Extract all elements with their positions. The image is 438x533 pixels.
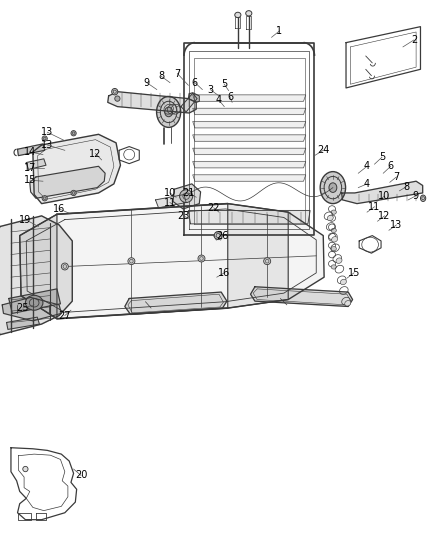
Ellipse shape [128,258,135,265]
Text: 5: 5 [379,152,385,162]
Polygon shape [18,144,45,156]
Ellipse shape [61,263,68,270]
Ellipse shape [25,295,43,310]
Polygon shape [181,93,197,112]
Text: 19: 19 [19,215,32,224]
Text: 26: 26 [216,231,229,240]
Polygon shape [20,214,57,319]
Ellipse shape [332,237,338,242]
Ellipse shape [264,258,271,265]
Polygon shape [20,204,324,319]
Ellipse shape [327,215,333,221]
Ellipse shape [42,136,47,141]
Polygon shape [251,287,353,306]
Ellipse shape [157,96,180,127]
Text: 5: 5 [221,79,227,89]
Text: 1: 1 [276,26,283,36]
Polygon shape [193,108,306,115]
Text: 15: 15 [24,175,36,185]
Polygon shape [193,135,306,141]
Text: 22: 22 [208,203,220,213]
Text: 6: 6 [192,78,198,87]
Polygon shape [26,159,46,169]
Ellipse shape [198,255,205,262]
Ellipse shape [246,11,252,16]
Text: 9: 9 [144,78,150,87]
Ellipse shape [235,12,241,18]
Polygon shape [125,292,227,314]
Text: 12: 12 [378,211,391,221]
Ellipse shape [329,183,337,192]
Polygon shape [193,161,306,168]
Polygon shape [342,181,423,204]
Text: 15: 15 [348,268,360,278]
Text: 6: 6 [388,161,394,171]
Text: 17: 17 [24,163,36,173]
Text: 3: 3 [207,85,213,94]
Text: 10: 10 [378,191,391,201]
Polygon shape [33,134,120,204]
Text: 24: 24 [317,146,329,155]
Polygon shape [2,297,61,321]
Text: 11: 11 [368,202,381,212]
Ellipse shape [71,131,76,136]
Polygon shape [155,195,186,208]
Text: 14: 14 [24,147,36,157]
Text: 7: 7 [174,69,180,78]
Polygon shape [228,204,288,308]
Ellipse shape [340,279,346,285]
Ellipse shape [71,190,76,196]
Text: 10: 10 [164,188,176,198]
Polygon shape [108,92,196,113]
Text: 16: 16 [218,268,230,278]
Text: 21: 21 [182,188,194,198]
Polygon shape [30,166,105,198]
Ellipse shape [112,88,118,95]
Text: 12: 12 [89,149,102,158]
Text: 2: 2 [411,35,417,45]
Ellipse shape [331,247,336,251]
Polygon shape [193,122,306,128]
Text: 13: 13 [41,127,53,137]
Text: 25: 25 [17,303,29,313]
Ellipse shape [331,228,336,232]
Ellipse shape [214,231,222,239]
Ellipse shape [331,210,336,214]
Ellipse shape [331,265,336,269]
Polygon shape [7,317,39,329]
Text: 7: 7 [393,172,399,182]
Text: 27: 27 [59,311,71,320]
Polygon shape [188,211,310,224]
Text: 8: 8 [158,71,164,81]
Polygon shape [9,289,60,313]
Polygon shape [193,95,306,101]
Ellipse shape [23,466,28,472]
Text: 11: 11 [164,198,176,207]
Ellipse shape [180,190,193,203]
Text: 23: 23 [177,211,189,221]
Polygon shape [193,175,306,181]
Ellipse shape [345,301,351,306]
Polygon shape [193,148,306,155]
Text: 20: 20 [75,471,87,480]
Text: 16: 16 [53,204,65,214]
Ellipse shape [42,196,47,201]
Ellipse shape [320,172,346,204]
Ellipse shape [165,107,173,117]
Ellipse shape [420,195,426,201]
Ellipse shape [336,258,342,263]
Text: 4: 4 [364,179,370,189]
Text: 4: 4 [216,95,222,105]
Text: 8: 8 [403,182,410,191]
Text: 6: 6 [227,92,233,102]
Text: 13: 13 [390,220,403,230]
Polygon shape [173,184,201,209]
Polygon shape [188,93,199,102]
Text: 9: 9 [412,191,418,201]
Text: 13: 13 [41,140,53,150]
Text: 4: 4 [364,161,370,171]
Ellipse shape [115,96,120,101]
Polygon shape [0,216,72,335]
